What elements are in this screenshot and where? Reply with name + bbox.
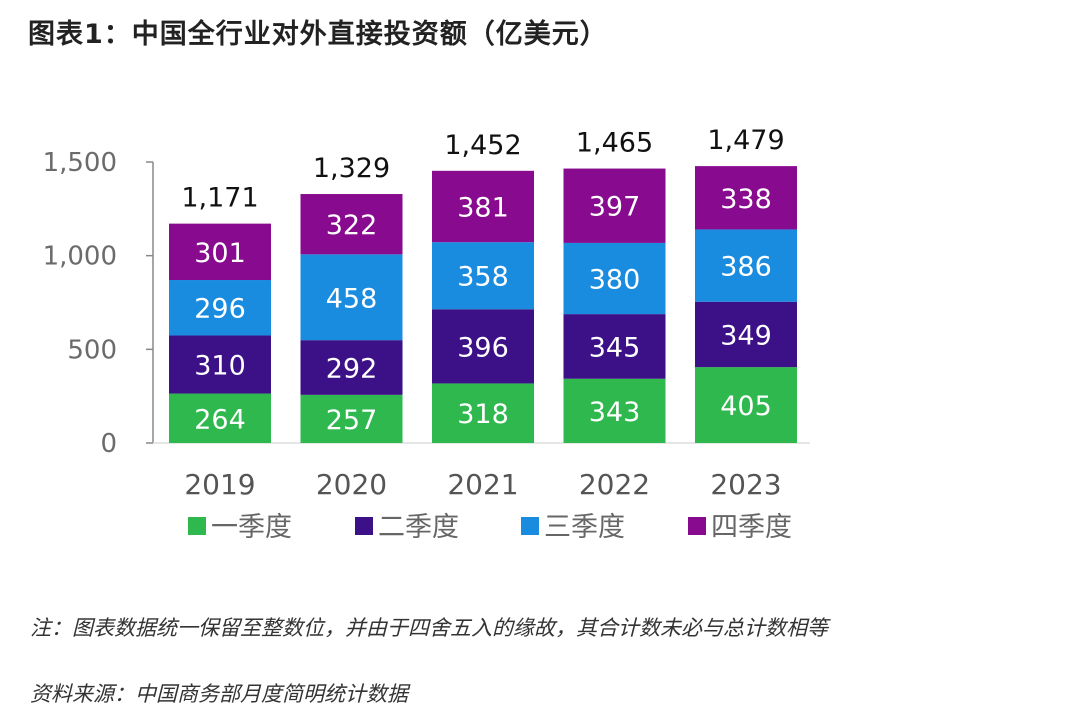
segment-value-label: 358 bbox=[457, 262, 509, 293]
bar-segment bbox=[169, 223, 271, 281]
bar-segment bbox=[432, 170, 534, 243]
chart-source: 资料来源：中国商务部月度简明统计数据 bbox=[30, 682, 408, 706]
legend-label: 二季度 bbox=[378, 512, 459, 543]
x-tick-label: 2023 bbox=[710, 468, 781, 501]
x-tick-label: 2022 bbox=[579, 468, 650, 501]
bar-segment bbox=[695, 367, 797, 443]
bar-segment bbox=[432, 242, 534, 310]
segment-value-label: 292 bbox=[326, 354, 378, 385]
segment-value-label: 338 bbox=[720, 184, 772, 215]
segment-value-label: 381 bbox=[457, 192, 509, 223]
bar-segment bbox=[563, 242, 666, 315]
segment-value-label: 301 bbox=[194, 238, 246, 269]
legend-label: 四季度 bbox=[711, 512, 792, 543]
bar-segment bbox=[300, 194, 403, 255]
total-label: 1,452 bbox=[444, 130, 521, 161]
y-tick-label: 1,000 bbox=[43, 242, 117, 272]
segment-value-label: 458 bbox=[326, 283, 378, 314]
bar-segment bbox=[695, 229, 797, 302]
y-tick-label: 0 bbox=[100, 429, 117, 459]
bar-segment bbox=[169, 393, 271, 443]
bar-segment bbox=[432, 309, 534, 384]
segment-value-label: 310 bbox=[194, 351, 246, 382]
bar-segment bbox=[300, 394, 403, 443]
legend-swatch bbox=[521, 517, 539, 535]
segment-value-label: 296 bbox=[194, 294, 246, 325]
chart-title: 图表1：中国全行业对外直接投资额（亿美元） bbox=[28, 19, 608, 50]
legend-swatch bbox=[188, 517, 206, 535]
bar-segment bbox=[169, 280, 271, 336]
y-tick-label: 500 bbox=[67, 335, 117, 365]
bar-segment bbox=[563, 168, 666, 243]
legend-label: 三季度 bbox=[544, 512, 625, 543]
segment-value-label: 257 bbox=[326, 405, 378, 436]
bar-segment bbox=[563, 378, 666, 443]
total-label: 1,479 bbox=[707, 125, 784, 156]
segment-value-label: 405 bbox=[720, 391, 772, 422]
segment-value-label: 345 bbox=[589, 332, 641, 363]
segment-value-label: 380 bbox=[589, 265, 641, 296]
bar-segment bbox=[300, 340, 403, 395]
legend-swatch bbox=[355, 517, 373, 535]
legend-swatch bbox=[688, 517, 706, 535]
bar-segment bbox=[300, 254, 403, 341]
x-tick-label: 2020 bbox=[316, 468, 387, 501]
y-tick-label: 1,500 bbox=[43, 148, 117, 178]
bar-segment bbox=[563, 314, 666, 379]
total-label: 1,171 bbox=[181, 183, 258, 214]
chart-note: 注：图表数据统一保留至整数位，并由于四舍五入的缘故，其合计数未必与总计数相等 bbox=[30, 616, 828, 640]
total-label: 1,329 bbox=[313, 153, 390, 184]
segment-value-label: 343 bbox=[589, 397, 641, 428]
segment-value-label: 264 bbox=[194, 404, 246, 435]
bar-segment bbox=[432, 383, 534, 443]
segment-value-label: 397 bbox=[589, 192, 641, 223]
bar-segment bbox=[169, 335, 271, 394]
bar-segment bbox=[695, 166, 797, 230]
x-tick-label: 2021 bbox=[447, 468, 518, 501]
segment-value-label: 322 bbox=[326, 210, 378, 241]
total-label: 1,465 bbox=[576, 128, 653, 159]
x-tick-label: 2019 bbox=[184, 468, 255, 501]
legend-label: 一季度 bbox=[211, 512, 292, 543]
segment-value-label: 318 bbox=[457, 399, 509, 430]
segment-value-label: 349 bbox=[720, 320, 772, 351]
bar-segment bbox=[695, 301, 797, 368]
segment-value-label: 396 bbox=[457, 332, 509, 363]
segment-value-label: 386 bbox=[720, 252, 772, 283]
